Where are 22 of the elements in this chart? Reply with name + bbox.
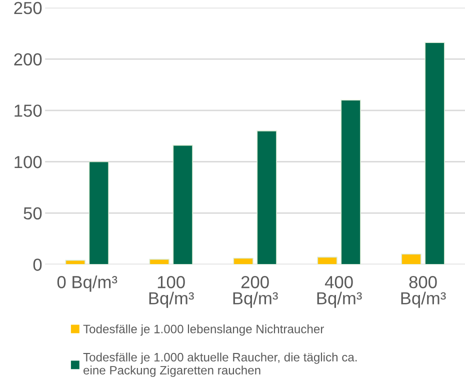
bar	[317, 256, 338, 264]
x-tick-label: 0 Bq/m³	[57, 276, 118, 292]
legend-label: Todesfälle je 1.000 lebenslange Nichtraucher	[83, 324, 324, 336]
bar	[424, 42, 445, 264]
bar	[233, 258, 254, 264]
x-tick-label: 800 Bq/m³	[401, 276, 446, 308]
bar	[401, 254, 422, 264]
x-tick-label: 200 Bq/m³	[233, 276, 278, 308]
y-tick-label: 150	[14, 104, 42, 117]
bar	[149, 258, 170, 264]
y-tick-label: 250	[14, 2, 42, 14]
y-tick-label: 200	[14, 53, 42, 66]
legend-label: Todesfälle je 1.000 aktuelle Raucher, die täglich ca. eine Packung Zigaretten rauchen	[83, 352, 357, 377]
y-tick-label: 50	[24, 207, 42, 220]
bar	[340, 100, 361, 264]
x-tick-label: 100 Bq/m³	[149, 276, 194, 308]
y-tick-label: 0	[33, 258, 42, 271]
bar	[256, 130, 277, 264]
y-tick-label: 100	[14, 156, 42, 168]
x-tick-label: 400 Bq/m³	[317, 276, 362, 308]
bar	[88, 161, 109, 264]
bar	[172, 144, 193, 264]
